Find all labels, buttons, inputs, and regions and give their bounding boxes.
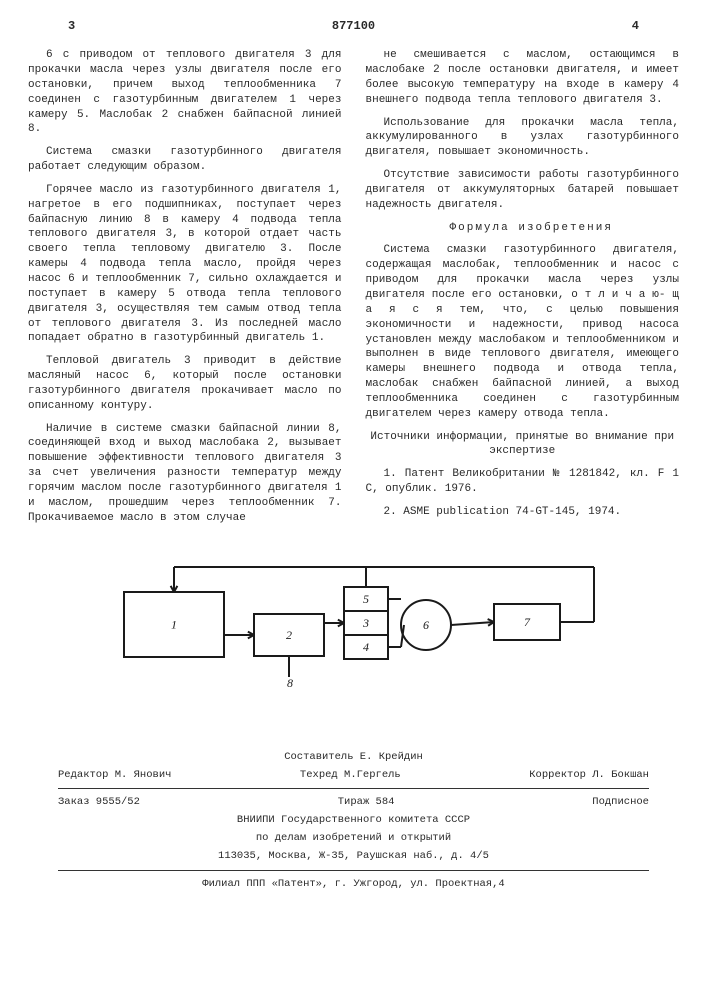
para: Отсутствие зависимости работы газотурбин… <box>366 168 680 213</box>
para: Тепловой двигатель 3 приводит в действие… <box>28 354 342 413</box>
svg-text:3: 3 <box>362 616 369 630</box>
corrector: Корректор Л. Бокшан <box>529 768 649 782</box>
left-column: 6 с приводом от теплового двигателя 3 дл… <box>28 48 342 533</box>
address: 113035, Москва, Ж-35, Раушская наб., д. … <box>28 849 679 863</box>
svg-text:7: 7 <box>524 615 531 629</box>
page-header: 3 877100 4 <box>28 18 679 34</box>
doc-number: 877100 <box>332 18 375 34</box>
compiler: Составитель Е. Крейдин <box>28 750 679 764</box>
tech-editor: Техред М.Гергель <box>300 768 401 782</box>
para: Горячее масло из газотурбинного двигател… <box>28 183 342 346</box>
para: Система смазки газотурбинного двигателя … <box>28 145 342 175</box>
svg-text:6: 6 <box>423 618 429 632</box>
tirazh: Тираж 584 <box>338 795 395 809</box>
text-columns: 6 с приводом от теплового двигателя 3 дл… <box>28 48 679 533</box>
svg-text:8: 8 <box>287 676 293 690</box>
address: Филиал ППП «Патент», г. Ужгород, ул. Про… <box>28 877 679 891</box>
editor: Редактор М. Янович <box>58 768 171 782</box>
para: Наличие в системе смазки байпасной линии… <box>28 422 342 526</box>
right-page-num: 4 <box>632 18 639 34</box>
svg-text:4: 4 <box>363 640 369 654</box>
org-line: по делам изобретений и открытий <box>28 831 679 845</box>
patent-page: 3 877100 4 6 с приводом от теплового дви… <box>0 0 707 915</box>
para: Использование для прокачки масла тепла, … <box>366 116 680 161</box>
schematic-diagram: 1 2 5 3 4 7 6 8 <box>94 552 614 722</box>
order-num: Заказ 9555/52 <box>58 795 140 809</box>
source-item: 2. ASME publication 74-GT-145, 1974. <box>366 505 680 520</box>
sources-title: Источники информации, принятые во вниман… <box>366 430 680 460</box>
print-row: Заказ 9555/52 Тираж 584 Подписное <box>28 795 679 809</box>
credits-row: Редактор М. Янович Техред М.Гергель Корр… <box>28 768 679 782</box>
svg-text:1: 1 <box>171 617 177 631</box>
sign: Подписное <box>592 795 649 809</box>
right-column: не смешивается с маслом, остающимся в ма… <box>366 48 680 533</box>
formula-title: Формула изобретения <box>366 221 680 236</box>
source-item: 1. Патент Великобритании № 1281842, кл. … <box>366 467 680 497</box>
org-line: ВНИИПИ Государственного комитета СССР <box>28 813 679 827</box>
imprint-footer: Составитель Е. Крейдин Редактор М. Янови… <box>28 750 679 891</box>
svg-text:5: 5 <box>363 592 369 606</box>
divider <box>58 870 649 871</box>
svg-text:2: 2 <box>286 628 292 642</box>
para: Система смазки газотурбинного двигателя,… <box>366 243 680 421</box>
left-page-num: 3 <box>68 18 75 34</box>
para: 6 с приводом от теплового двигателя 3 дл… <box>28 48 342 137</box>
divider <box>58 788 649 789</box>
para: не смешивается с маслом, остающимся в ма… <box>366 48 680 107</box>
